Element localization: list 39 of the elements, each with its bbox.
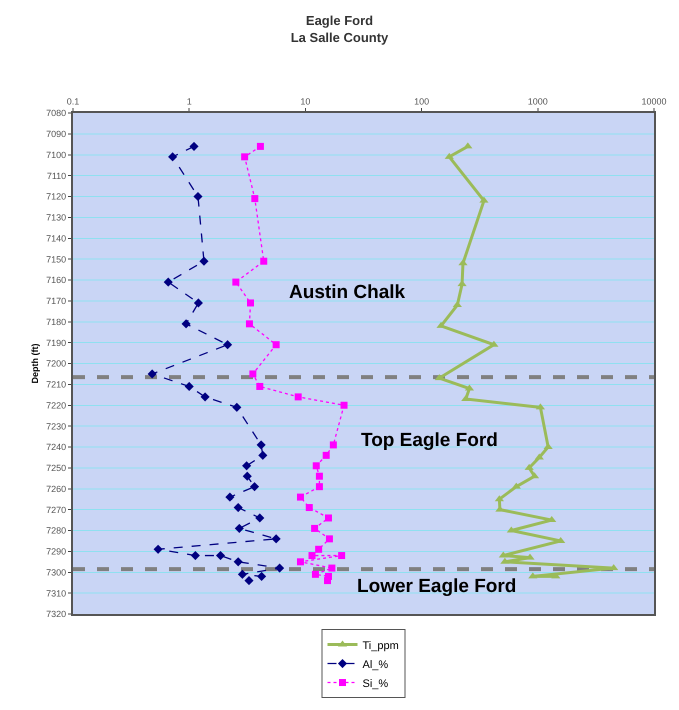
legend-label: Ti_ppm bbox=[362, 640, 399, 652]
y-tick-label: 7240 bbox=[46, 442, 66, 452]
legend-label: Si_% bbox=[362, 678, 388, 690]
y-tick-label: 7200 bbox=[46, 358, 66, 369]
y-tick-label: 7310 bbox=[46, 588, 66, 598]
y-tick-label: 7170 bbox=[46, 296, 66, 306]
y-tick-label: 7290 bbox=[46, 546, 66, 557]
y-axis-title: Depth (ft) bbox=[30, 344, 40, 384]
y-tick-label: 7300 bbox=[46, 567, 66, 578]
x-tick-label: 100 bbox=[414, 96, 430, 106]
y-tick-label: 7190 bbox=[46, 338, 66, 348]
y-tick-label: 7130 bbox=[46, 212, 66, 223]
y-tick-label: 7250 bbox=[46, 463, 66, 474]
y-tick-label: 7090 bbox=[46, 129, 66, 140]
annotation: Lower Eagle Ford bbox=[357, 576, 516, 597]
x-tick-label: 1 bbox=[186, 96, 192, 106]
x-tick-label: 1000 bbox=[528, 96, 548, 106]
x-tick-label: 10000 bbox=[641, 96, 667, 106]
annotation: Austin Chalk bbox=[289, 282, 406, 303]
y-tick-label: 7110 bbox=[46, 170, 66, 181]
y-tick-label: 7320 bbox=[46, 609, 66, 620]
y-tick-label: 7100 bbox=[46, 150, 66, 160]
y-tick-label: 7220 bbox=[46, 400, 66, 410]
chart-title: Eagle Ford La Salle County bbox=[290, 12, 390, 45]
y-tick-label: 7270 bbox=[46, 504, 66, 515]
y-tick-label: 7210 bbox=[46, 380, 66, 390]
y-tick-label: 7260 bbox=[46, 484, 66, 494]
y-tick-label: 7120 bbox=[46, 192, 66, 202]
x-tick-label: 0.1 bbox=[66, 96, 80, 106]
y-tick-label: 7160 bbox=[46, 275, 66, 286]
y-tick-label: 7080 bbox=[46, 108, 66, 118]
y-tick-label: 7150 bbox=[46, 254, 66, 264]
legend-label: Al_% bbox=[362, 658, 388, 671]
y-tick-label: 7140 bbox=[46, 233, 66, 244]
y-tick-label: 7280 bbox=[46, 526, 66, 536]
annotation: Top Eagle Ford bbox=[361, 430, 498, 451]
x-tick-label: 10 bbox=[300, 96, 310, 106]
y-tick-label: 7230 bbox=[46, 421, 66, 432]
y-tick-label: 7180 bbox=[46, 316, 66, 327]
